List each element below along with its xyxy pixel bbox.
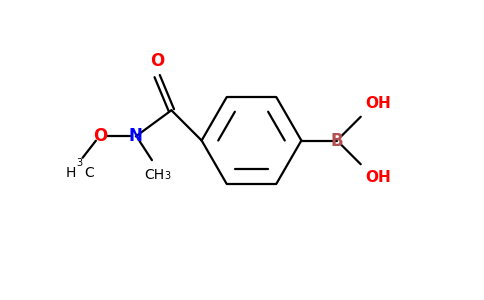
Text: 3: 3 bbox=[76, 158, 83, 168]
Text: N: N bbox=[129, 128, 143, 146]
Text: CH: CH bbox=[144, 168, 164, 182]
Text: 3: 3 bbox=[165, 171, 171, 181]
Text: H: H bbox=[66, 166, 76, 180]
Text: O: O bbox=[93, 128, 107, 146]
Text: O: O bbox=[150, 52, 164, 70]
Text: OH: OH bbox=[365, 170, 391, 185]
Text: C: C bbox=[84, 166, 94, 180]
Text: B: B bbox=[331, 131, 343, 149]
Text: OH: OH bbox=[365, 96, 391, 111]
